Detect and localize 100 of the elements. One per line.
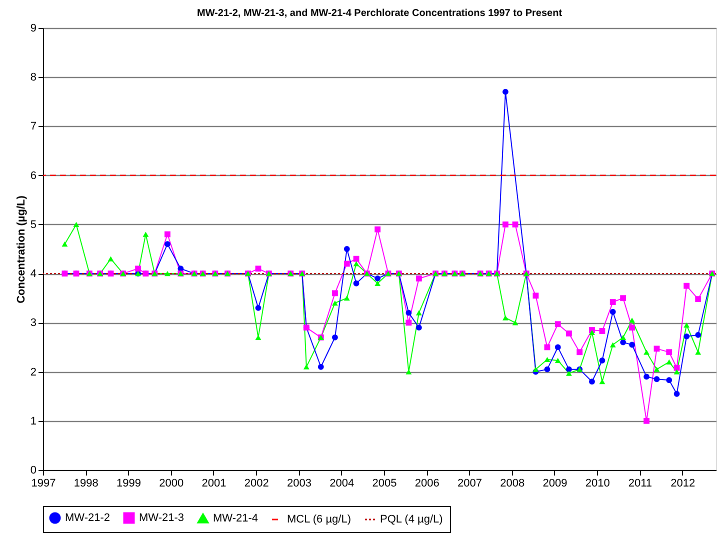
y-tick-label: 4 [30, 268, 36, 280]
point [374, 276, 381, 282]
point [644, 418, 650, 424]
point [654, 376, 660, 382]
x-tick-label: 2010 [585, 478, 610, 490]
point [629, 342, 635, 348]
point [654, 346, 660, 352]
point [512, 221, 518, 228]
point [406, 320, 412, 326]
point [684, 322, 690, 328]
point [695, 296, 702, 302]
point [566, 330, 572, 336]
point [332, 334, 338, 340]
x-tick-label: 2002 [244, 478, 269, 490]
point [666, 359, 672, 365]
point [589, 330, 595, 336]
point [620, 295, 626, 302]
x-tick-label: 2011 [628, 478, 652, 490]
y-tick-label: 5 [30, 218, 36, 231]
chart-title: MW-21-2, MW-21-3, and MW-21-4 Perchlorate Concentrations 1997 to Present [196, 8, 563, 19]
point [62, 242, 68, 247]
x-tick-label: 1997 [31, 478, 56, 490]
point [695, 332, 702, 338]
point [599, 379, 606, 384]
point [164, 270, 170, 276]
point [684, 333, 690, 340]
point [610, 308, 616, 315]
point [599, 358, 606, 364]
y-tick-label: 0 [30, 464, 36, 476]
point [629, 318, 635, 323]
point [566, 370, 572, 376]
point [73, 222, 80, 228]
point [674, 369, 680, 374]
point [695, 350, 702, 355]
point [674, 390, 680, 397]
point [629, 324, 635, 331]
point [610, 342, 616, 348]
x-tick-label: 1998 [74, 478, 98, 490]
legend-label: PQL (4 µg/L) [380, 514, 443, 526]
point [644, 350, 650, 355]
y-tick-label: 8 [30, 72, 36, 84]
point [142, 232, 149, 237]
point [353, 256, 360, 262]
point [344, 296, 350, 301]
point [532, 366, 539, 372]
x-tick-label: 2008 [500, 478, 525, 490]
point [502, 315, 508, 320]
legend-label: MCL (6 µg/L) [287, 514, 352, 526]
x-tick-label: 2000 [159, 478, 184, 490]
point [332, 300, 338, 306]
y-tick-label: 3 [30, 317, 36, 330]
point [502, 88, 508, 95]
point [344, 260, 350, 267]
point [589, 378, 595, 385]
point [576, 349, 583, 356]
x-tick-label: 2006 [414, 478, 440, 490]
y-tick-label: 1 [30, 415, 36, 428]
point [255, 266, 262, 272]
x-tick-label: 2009 [542, 478, 568, 490]
y-axis-title: Concentration (µg/L) [15, 195, 28, 304]
point [416, 324, 422, 331]
legend-label: MW-21-3 [139, 512, 184, 524]
point [566, 366, 572, 372]
point [654, 366, 660, 372]
point [644, 374, 650, 380]
point [374, 280, 381, 286]
x-tick-label: 2003 [286, 478, 312, 490]
y-tick-label: 9 [30, 22, 36, 34]
point [666, 377, 672, 384]
point [332, 290, 338, 296]
point [353, 280, 360, 286]
point [164, 231, 170, 238]
point [416, 276, 422, 282]
point [544, 366, 550, 372]
point [318, 364, 324, 370]
point [344, 246, 350, 252]
x-tick-label: 2005 [372, 478, 397, 490]
y-tick-label: 2 [30, 366, 36, 378]
y-tick-label: 6 [30, 170, 36, 182]
point [554, 321, 561, 328]
point [303, 364, 310, 370]
point [135, 266, 142, 272]
point [108, 256, 114, 262]
point [532, 292, 539, 299]
point [406, 310, 412, 316]
x-tick-label: 2001 [202, 478, 226, 490]
point [544, 356, 550, 362]
point [512, 320, 518, 326]
x-tick-label: 2012 [670, 478, 696, 490]
point [554, 358, 561, 364]
point [502, 221, 508, 228]
point [353, 261, 360, 266]
x-tick-label: 1999 [116, 478, 141, 490]
point [374, 226, 381, 232]
point [164, 241, 170, 248]
point [666, 349, 672, 356]
x-tick-label: 2004 [330, 478, 354, 490]
point [684, 282, 690, 289]
point [554, 344, 561, 350]
point [620, 334, 626, 340]
